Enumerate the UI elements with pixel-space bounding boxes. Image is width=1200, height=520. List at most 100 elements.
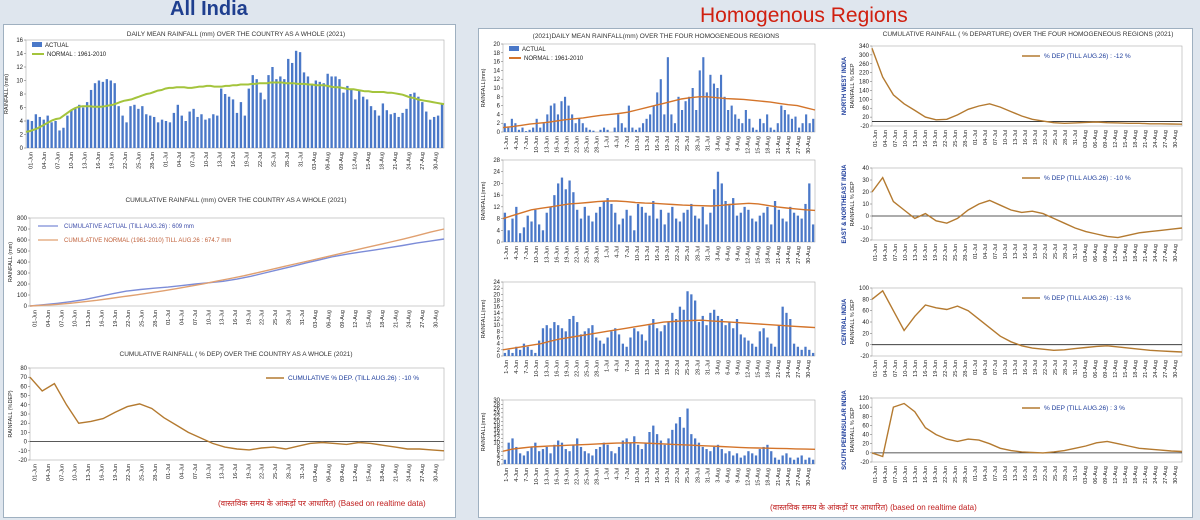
y-tick-label: 2 — [497, 121, 501, 127]
y-tick-label: 10 — [16, 79, 23, 85]
x-tick-label: 22-Jul — [260, 464, 266, 479]
bar — [528, 129, 531, 132]
x-tick-label: 16-Jul — [1023, 244, 1029, 259]
bar — [541, 449, 545, 464]
bar — [298, 52, 302, 148]
bar — [730, 105, 733, 132]
bar — [762, 123, 765, 132]
bar — [737, 118, 740, 132]
x-tick-label: 15-Aug — [1123, 360, 1129, 378]
x-tick-label: 3-Aug — [715, 468, 721, 483]
bar — [553, 195, 556, 242]
bar — [81, 107, 85, 148]
x-tick-label: 07-Jun — [56, 152, 62, 169]
y-tick-label: 40 — [862, 320, 869, 326]
plot-frame — [502, 159, 816, 243]
bar — [546, 114, 549, 132]
y-tick-label: 60 — [20, 384, 27, 390]
x-tick-label: 27-Aug — [796, 246, 802, 264]
bar — [251, 75, 254, 148]
x-tick-label: 22-Jul — [675, 136, 681, 151]
bar — [602, 442, 605, 464]
bar — [579, 218, 583, 242]
y-tick-label: 6 — [497, 449, 501, 455]
y-tick-label: 26 — [493, 407, 500, 413]
bar — [526, 215, 529, 242]
x-tick-label: 16-Jun — [554, 246, 560, 263]
bar — [773, 201, 777, 242]
bar — [655, 218, 659, 242]
y-tick-label: 12 — [16, 65, 23, 71]
x-tick-label: 28-Jun — [595, 360, 601, 377]
x-tick-label: 25-Jun — [137, 152, 143, 169]
bar — [754, 221, 758, 242]
x-tick-label: 04-Jun — [46, 310, 52, 327]
y-tick-label: 16 — [493, 305, 500, 311]
legend-normal: NORMAL : 1961-2010 — [47, 52, 107, 58]
x-tick-label: 13-Jun — [86, 464, 92, 481]
x-tick-label: 07-Jul — [193, 464, 199, 479]
x-tick-label: 28-Jun — [595, 468, 601, 485]
y-tick-label: 14 — [493, 432, 500, 438]
bar — [397, 116, 400, 148]
y-tick-label: 16 — [493, 60, 500, 66]
plot-frame — [871, 167, 1183, 241]
x-tick-label: 13-Jun — [913, 130, 919, 147]
bar — [739, 212, 742, 242]
x-tick-label: 07-Jul — [193, 310, 199, 325]
bar — [255, 79, 258, 148]
x-tick-label: 07-Jun — [59, 464, 65, 481]
bar — [38, 116, 41, 148]
y-tick-label: 4 — [497, 112, 501, 118]
bar — [534, 352, 537, 356]
x-tick-label: 16-Jun — [99, 310, 105, 327]
y-tick-label: 30 — [862, 178, 869, 184]
legend-entry: % DEP (TILL AUG.26) : -13 % — [1044, 295, 1131, 302]
bar — [659, 331, 663, 356]
bar — [780, 105, 783, 132]
x-tick-label: 15-Aug — [756, 136, 762, 154]
bar — [808, 183, 811, 242]
bar — [690, 294, 693, 356]
bar — [164, 121, 168, 148]
y-tick-label: -10 — [18, 449, 27, 455]
bar — [137, 108, 140, 148]
y-tick-label: 8 — [497, 329, 501, 335]
y-tick-label: 140 — [859, 88, 870, 94]
y-tick-label: 28 — [493, 158, 500, 164]
legend-swatch-actual — [509, 46, 519, 51]
bar — [773, 346, 777, 356]
x-tick-label: 30-Aug — [1173, 466, 1179, 484]
bar — [800, 455, 803, 464]
bar — [638, 127, 641, 132]
bar — [117, 106, 120, 148]
x-tick-label: 18-Aug — [766, 468, 772, 486]
bar — [751, 218, 754, 242]
y-tick-label: 30 — [20, 412, 27, 418]
x-tick-label: 9-Aug — [736, 246, 742, 261]
bar — [227, 96, 231, 148]
bar — [800, 349, 803, 356]
bar — [243, 115, 247, 148]
bar — [78, 104, 81, 148]
x-tick-label: 25-Jul — [685, 360, 691, 375]
bar — [361, 96, 365, 148]
x-tick-label: 24-Aug — [407, 310, 413, 328]
chart-title: CUMULATIVE RAINFALL (mm) OVER THE COUNTR… — [125, 197, 346, 204]
x-tick-label: 19-Jun — [933, 360, 939, 377]
bar — [621, 218, 624, 242]
bar — [724, 325, 727, 356]
x-tick-label: 10-Jun — [73, 310, 79, 327]
y-tick-label: -20 — [18, 458, 27, 464]
y-tick-label: 22 — [493, 415, 500, 421]
bar — [373, 110, 377, 148]
bar — [101, 81, 105, 148]
x-tick-label: 01-Jul — [973, 130, 979, 145]
y-tick-label: 200 — [17, 282, 28, 288]
x-tick-label: 19-Jun — [564, 360, 570, 377]
bar — [720, 449, 723, 464]
x-tick-label: 06-Aug — [326, 310, 332, 328]
x-tick-label: 15-Aug — [367, 464, 373, 482]
bar — [801, 123, 804, 132]
bar — [694, 438, 697, 464]
